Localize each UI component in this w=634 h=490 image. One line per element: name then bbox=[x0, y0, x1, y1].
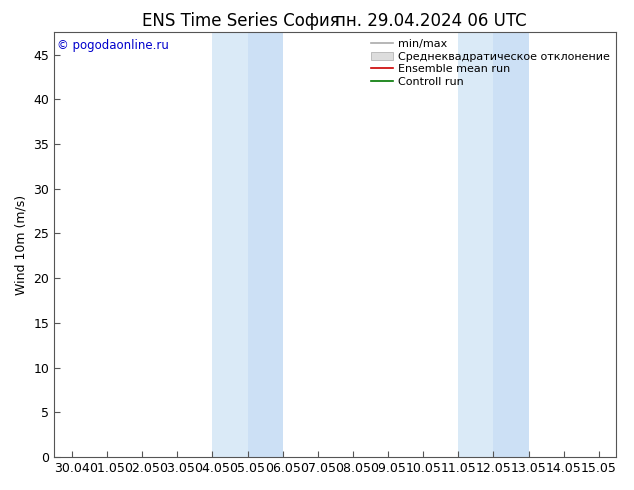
Bar bbox=[212, 32, 247, 457]
Text: ENS Time Series София: ENS Time Series София bbox=[142, 12, 340, 30]
Text: © pogodaonline.ru: © pogodaonline.ru bbox=[57, 39, 169, 51]
Y-axis label: Wind 10m (m/s): Wind 10m (m/s) bbox=[15, 195, 28, 294]
Bar bbox=[247, 32, 283, 457]
Bar bbox=[493, 32, 529, 457]
Text: пн. 29.04.2024 06 UTC: пн. 29.04.2024 06 UTC bbox=[335, 12, 527, 30]
Legend: min/max, Среднеквадратическое отклонение, Ensemble mean run, Controll run: min/max, Среднеквадратическое отклонение… bbox=[366, 34, 614, 92]
Bar bbox=[458, 32, 493, 457]
